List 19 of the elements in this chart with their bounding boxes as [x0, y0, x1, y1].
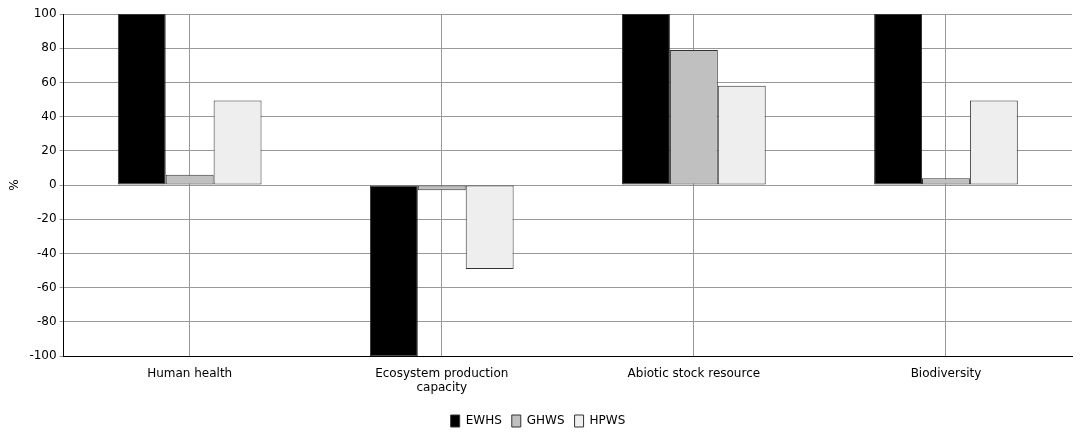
y-tick-label: 40	[41, 108, 57, 123]
x-tick-label: Human health	[147, 365, 233, 380]
y-axis-title: %	[7, 179, 22, 191]
legend-label: GHWS	[526, 413, 565, 428]
x-tick-label: Ecosystem production capacity	[375, 365, 509, 394]
y-tick-label: -40	[37, 245, 57, 260]
y-tick-label: -100	[29, 348, 57, 363]
y-tick-label: 100	[33, 6, 57, 21]
x-tick-label: Biodiversity	[910, 365, 982, 380]
y-tick-label: -80	[37, 314, 57, 329]
y-tick-label: 80	[41, 40, 57, 55]
y-tick-label: 60	[41, 74, 57, 89]
y-tick-label: 0	[48, 177, 57, 192]
y-tick-label: -20	[37, 211, 57, 226]
legend-label: HPWS	[589, 413, 626, 428]
legend-label: EWHS	[465, 413, 502, 428]
y-tick-label: -60	[37, 279, 57, 294]
x-tick-label: Abiotic stock resource	[627, 365, 761, 380]
y-tick-label: 20	[41, 143, 57, 158]
